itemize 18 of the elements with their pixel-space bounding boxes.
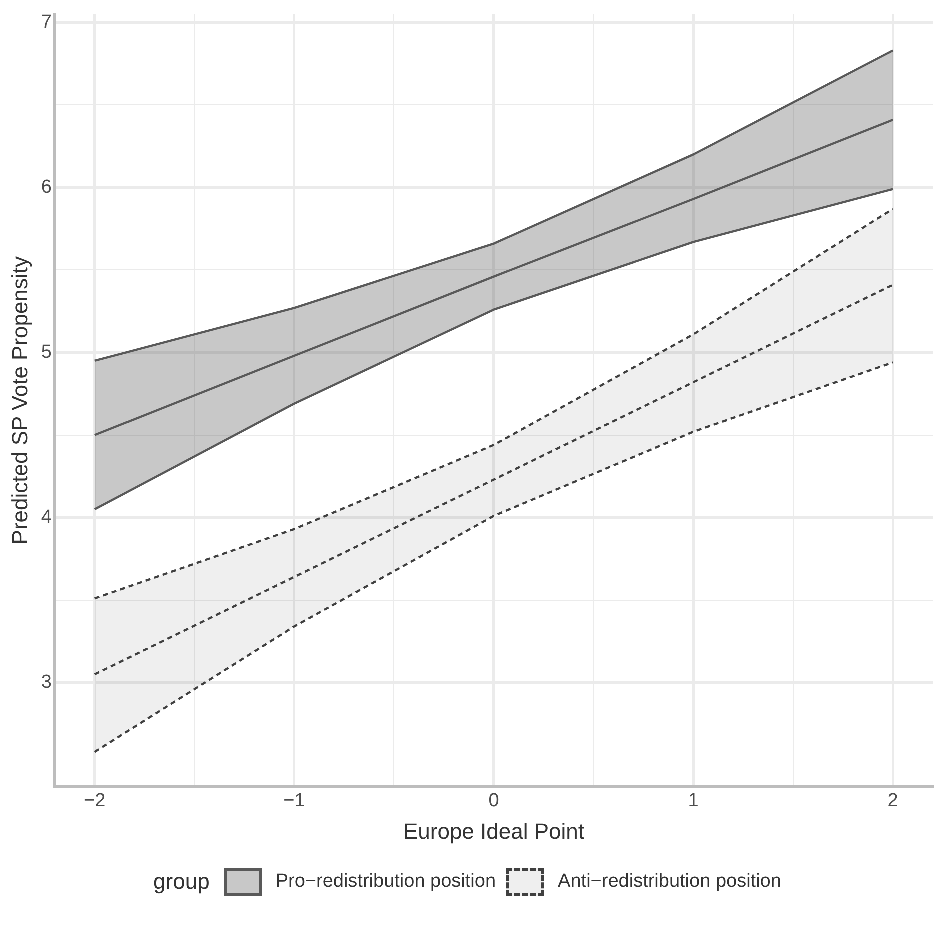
x-tick-label: −1 [284, 790, 306, 812]
line-series [94, 284, 894, 676]
y-axis-title: Predicted SP Vote Propensity [7, 256, 32, 545]
y-tick-label: 6 [41, 176, 52, 198]
y-tick-label: 3 [41, 672, 52, 694]
line-series [94, 362, 894, 754]
legend-title: group [154, 869, 210, 895]
y-tick-label: 5 [41, 342, 52, 363]
legend-label: Anti−redistribution position [558, 871, 782, 893]
legend-label: Pro−redistribution position [276, 871, 496, 893]
line-series [94, 208, 894, 600]
y-tick-label: 4 [41, 507, 52, 528]
x-tick-label: 0 [488, 790, 500, 812]
x-tick-label: −2 [84, 790, 106, 812]
x-axis-title: Europe Ideal Point [403, 818, 584, 844]
y-tick-label: 7 [41, 12, 52, 33]
x-tick-label: 1 [688, 790, 699, 812]
x-tick-label: 2 [888, 790, 898, 812]
